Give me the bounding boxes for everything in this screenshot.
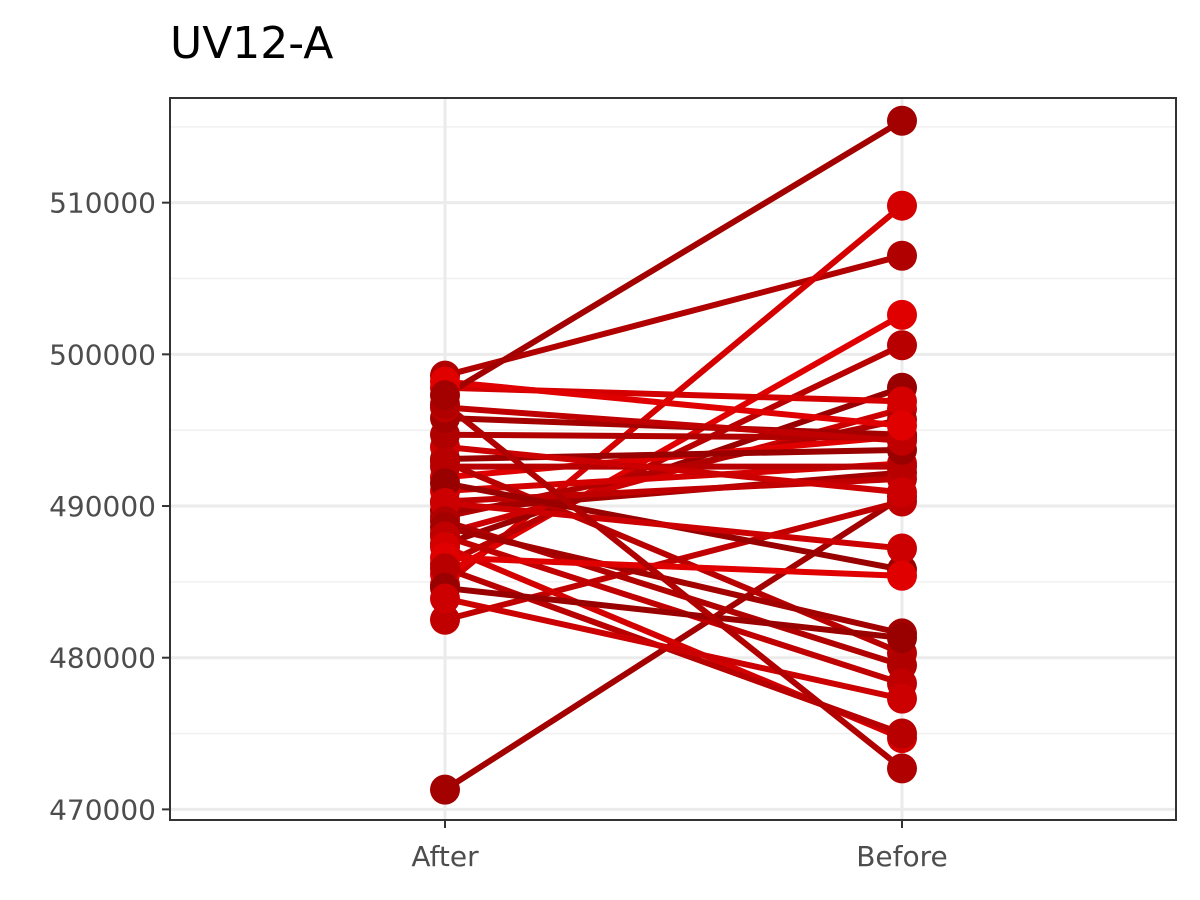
x-tick-label: After [411, 840, 479, 873]
plot-panel-border [169, 97, 1177, 821]
point-before [887, 105, 917, 136]
point-before [887, 240, 917, 271]
axes: 470000 480000 490000 500000 510000 After Befor… [49, 187, 948, 873]
y-tick-label: 480000 [49, 642, 156, 675]
pair-lines [442, 117, 905, 793]
pair-line [442, 499, 905, 552]
point-before [887, 683, 917, 714]
point-after [430, 774, 460, 805]
y-tick-label: 490000 [49, 490, 156, 523]
chart-title: UV12-A [170, 18, 334, 69]
point-after [430, 583, 460, 614]
point-before [887, 753, 917, 784]
point-before [887, 190, 917, 221]
pair-line [442, 378, 905, 429]
x-tick-label: Before [856, 840, 948, 873]
point-before [887, 477, 917, 508]
pair-line [442, 252, 905, 379]
pair-line [442, 401, 905, 772]
pair-line [442, 554, 905, 579]
pair-line [442, 584, 905, 641]
point-before [887, 560, 917, 591]
point-after [430, 380, 460, 411]
point-before [887, 410, 917, 441]
pair-points [430, 105, 917, 805]
point-before [887, 718, 917, 749]
pair-line [442, 117, 905, 399]
point-before [887, 386, 917, 417]
pair-line [442, 459, 905, 657]
y-tick-label: 470000 [49, 793, 156, 826]
pair-line [442, 446, 905, 462]
point-before [887, 299, 917, 330]
data-marks [430, 105, 917, 805]
pair-line [442, 595, 905, 702]
pair-line [442, 404, 905, 444]
y-tick-label: 500000 [49, 338, 156, 371]
pair-line [442, 524, 905, 637]
y-tick-label: 510000 [49, 187, 156, 220]
point-after [430, 604, 460, 635]
point-before [887, 330, 917, 361]
pair-line [442, 443, 905, 496]
point-after [430, 447, 460, 478]
point-before [887, 622, 917, 653]
point-before [887, 533, 917, 564]
pair-line [442, 311, 905, 578]
